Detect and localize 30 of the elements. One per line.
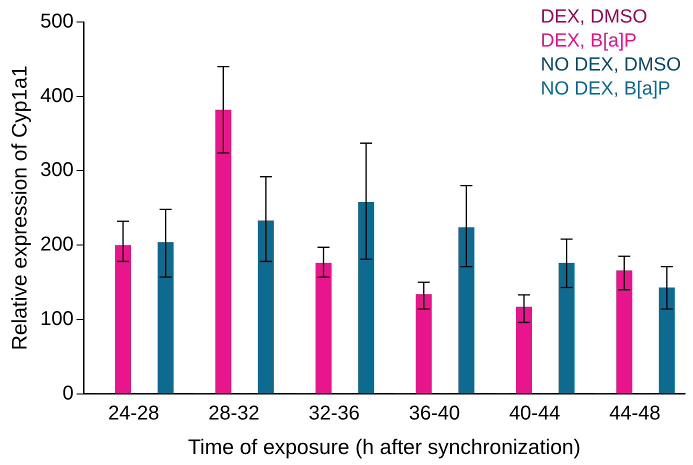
y-tick-label: 200 <box>40 234 74 256</box>
y-tick-label: 0 <box>62 382 74 404</box>
bar <box>558 262 575 394</box>
bar <box>616 270 632 394</box>
bar <box>258 220 274 394</box>
y-tick-label: 100 <box>40 308 74 330</box>
y-tick-label: 400 <box>40 84 74 107</box>
bar <box>316 262 332 394</box>
y-tick-label: 300 <box>40 159 74 182</box>
x-tick-label: 28-32 <box>208 402 260 424</box>
text: DEX, DMSO <box>540 6 648 28</box>
x-axis-title: Time of exposure (h after synchronization) <box>188 436 581 460</box>
bar <box>215 110 232 394</box>
bar <box>416 294 432 394</box>
x-tick-label: 32-36 <box>308 402 360 424</box>
x-tick-label: 36-40 <box>408 402 460 424</box>
x-tick-label: 44-48 <box>609 402 660 424</box>
bar <box>516 306 532 394</box>
x-tick-label: 24-28 <box>108 402 160 424</box>
text: NO DEX, B[a]P <box>540 78 670 100</box>
bar <box>658 287 675 394</box>
bar <box>358 202 374 394</box>
y-tick-label: 500 <box>40 10 74 33</box>
text: NO DEX, DMSO <box>540 54 682 76</box>
bar <box>158 242 174 394</box>
text: DEX, B[a]P <box>540 30 637 52</box>
y-axis-title: Relative expression of Cyp1a1 <box>8 65 32 350</box>
bar <box>115 245 132 394</box>
x-tick-label: 40-44 <box>509 402 560 424</box>
bar <box>458 227 474 394</box>
